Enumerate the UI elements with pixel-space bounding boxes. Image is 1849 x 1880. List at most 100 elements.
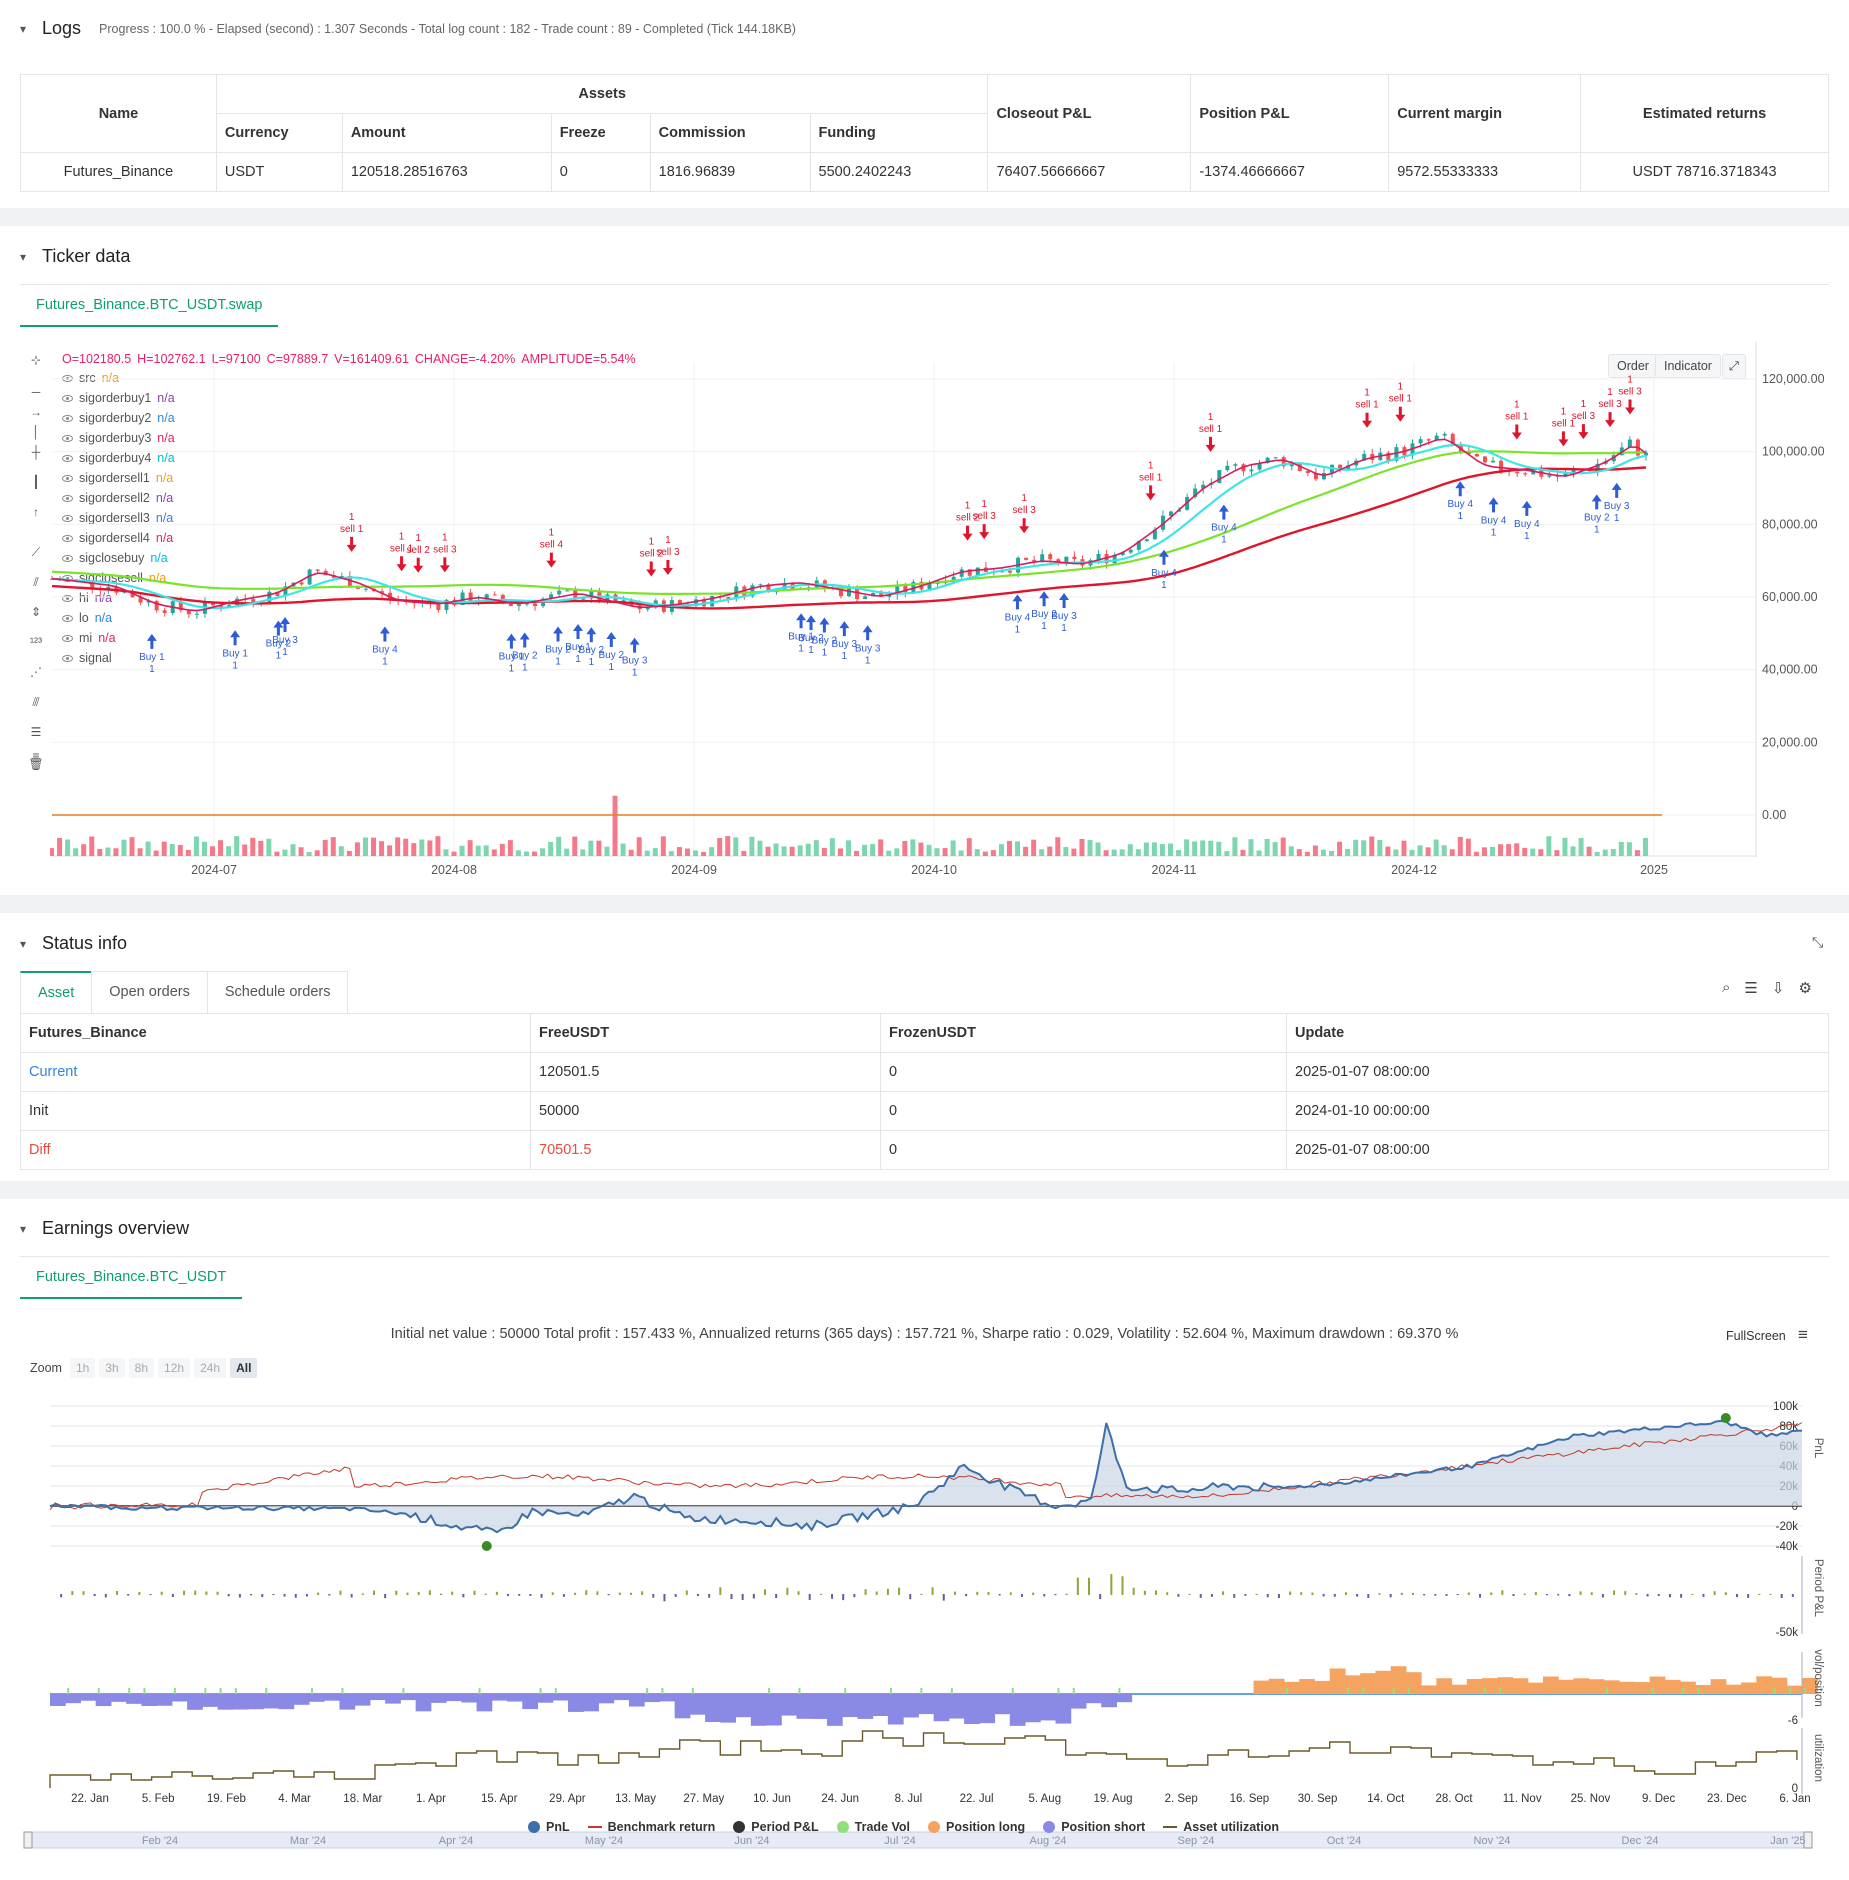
gann-icon[interactable]: ☰: [30, 725, 42, 739]
buy-arrow-icon: [796, 613, 807, 629]
trade-vol-bar: [554, 1688, 557, 1694]
legend-item-sigordersell1[interactable]: sigordersell1 n/a: [62, 470, 173, 486]
legend-item[interactable]: Asset utilization: [1163, 1820, 1279, 1834]
parallel-channel-icon[interactable]: ⫽: [33, 575, 39, 589]
vertical-segment-icon[interactable]: ┃: [32, 475, 40, 489]
chevron-down-icon[interactable]: ▾: [20, 21, 27, 36]
trend-line-icon[interactable]: ⟋: [31, 545, 41, 559]
candle: [146, 600, 151, 603]
eye-icon[interactable]: [62, 434, 73, 442]
legend-item-sigordersell2[interactable]: sigordersell2 n/a: [62, 490, 173, 506]
legend-item[interactable]: PnL: [528, 1820, 570, 1834]
tab-earnings-symbol[interactable]: Futures_Binance.BTC_USDT: [20, 1257, 243, 1299]
eye-icon[interactable]: [62, 474, 73, 482]
legend-item[interactable]: Period P&L: [733, 1820, 819, 1834]
status-header[interactable]: ▾ Status info: [20, 933, 127, 954]
volume-bar: [467, 840, 473, 856]
expand-icon[interactable]: ⤢: [1722, 354, 1747, 379]
arrow-up-icon[interactable]: ↑: [33, 505, 39, 519]
eye-icon[interactable]: [62, 514, 73, 522]
price-chart[interactable]: 120,000.00100,000.0080,000.0060,000.0040…: [50, 342, 1830, 882]
earnings-header[interactable]: ▾ Earnings overview: [20, 1218, 189, 1239]
ticker-header[interactable]: ▾ Ticker data: [20, 246, 130, 267]
candle: [162, 610, 167, 614]
ray-icon[interactable]: →: [30, 405, 42, 419]
buy-arrow-icon: [1611, 482, 1622, 498]
position-long-bar: [1314, 1680, 1331, 1694]
eye-icon[interactable]: [62, 534, 73, 542]
legend-item-sigorderbuy1[interactable]: sigorderbuy1 n/a: [62, 390, 175, 406]
tab-schedule-orders[interactable]: Schedule orders: [206, 971, 349, 1013]
search-icon[interactable]: ⌕: [1722, 979, 1731, 996]
horizontal-line-icon[interactable]: ─: [31, 385, 41, 399]
zoom-3h[interactable]: 3h: [99, 1358, 125, 1378]
measure-icon[interactable]: ≡: [32, 749, 40, 763]
cross-line-icon[interactable]: ┼: [31, 445, 41, 459]
zoom-1h[interactable]: 1h: [69, 1358, 96, 1378]
legend-item[interactable]: Position long: [928, 1820, 1025, 1834]
zoom-12h[interactable]: 12h: [158, 1358, 191, 1378]
zoom-8h[interactable]: 8h: [128, 1358, 155, 1378]
legend-item-sigclosebuy[interactable]: sigclosebuy n/a: [62, 550, 168, 566]
legend-item[interactable]: Position short: [1043, 1820, 1145, 1834]
legend-item-sigordersell3[interactable]: sigordersell3 n/a: [62, 510, 173, 526]
zoom-24h[interactable]: 24h: [194, 1358, 227, 1378]
legend-item-sigorderbuy3[interactable]: sigorderbuy3 n/a: [62, 430, 175, 446]
download-icon[interactable]: ⇩: [1771, 980, 1785, 997]
eye-icon[interactable]: [62, 454, 73, 462]
indicator-button[interactable]: Indicator: [1655, 354, 1721, 378]
eye-icon[interactable]: [62, 414, 73, 422]
legend-item-signal[interactable]: signal: [62, 650, 118, 666]
tab-ticker-symbol[interactable]: Futures_Binance.BTC_USDT.swap: [20, 285, 279, 327]
eye-icon[interactable]: [62, 374, 73, 382]
trash-icon[interactable]: 🗑: [28, 757, 44, 771]
order-button[interactable]: Order: [1608, 354, 1658, 378]
eye-icon[interactable]: [62, 594, 73, 602]
gear-icon[interactable]: ⚙: [1798, 980, 1812, 997]
earnings-chart[interactable]: 100k80k60k40k20k0-20k-40k-50k-60PnLPerio…: [0, 1388, 1849, 1850]
candle: [1482, 456, 1487, 463]
candle: [1289, 463, 1294, 467]
fib-icon[interactable]: ⋰: [30, 665, 42, 679]
eye-icon[interactable]: [62, 494, 73, 502]
vertical-line-icon[interactable]: │: [32, 425, 40, 439]
legend-item-mi[interactable]: mi n/a: [62, 630, 116, 646]
trade-vol-bar: [1484, 1688, 1487, 1694]
price-range-icon[interactable]: ⇕: [30, 605, 42, 619]
legend-item[interactable]: Trade Vol: [836, 1820, 910, 1834]
chevron-down-icon[interactable]: ▾: [20, 1221, 27, 1236]
volume-bar: [153, 850, 159, 856]
legend-item-hi[interactable]: hi n/a: [62, 590, 112, 606]
chevron-down-icon[interactable]: ▾: [20, 249, 27, 264]
legend-item-lo[interactable]: lo n/a: [62, 610, 112, 626]
volume-bar: [1345, 849, 1351, 856]
fib-channel-icon[interactable]: ⫻: [32, 695, 40, 709]
collapse-icon[interactable]: ⤡: [1812, 934, 1824, 950]
row-label[interactable]: Current: [20, 1052, 531, 1092]
legend-label: src: [79, 371, 96, 385]
chevron-down-icon[interactable]: ▾: [20, 936, 27, 951]
legend-item-sigorderbuy2[interactable]: sigorderbuy2 n/a: [62, 410, 175, 426]
tab-open-orders[interactable]: Open orders: [91, 971, 208, 1013]
legend-item-sigorderbuy4[interactable]: sigorderbuy4 n/a: [62, 450, 175, 466]
menu-icon[interactable]: ≡: [1798, 1325, 1808, 1344]
legend-item[interactable]: Benchmark return: [587, 1820, 715, 1834]
fullscreen-button[interactable]: FullScreen: [1726, 1329, 1786, 1343]
legend-item-sigordersell4[interactable]: sigordersell4 n/a: [62, 530, 173, 546]
logs-header[interactable]: ▾ Logs Progress : 100.0 % - Elapsed (sec…: [20, 18, 796, 39]
zoom-all[interactable]: All: [230, 1358, 258, 1378]
volume-bar: [451, 851, 457, 856]
volume-bar: [1079, 838, 1085, 856]
eye-icon[interactable]: [62, 394, 73, 402]
legend-item-src[interactable]: src n/a: [62, 370, 119, 386]
list-icon[interactable]: ☰: [1744, 980, 1758, 997]
counter-icon[interactable]: ¹²³: [30, 635, 42, 649]
eye-icon[interactable]: [62, 634, 73, 642]
tab-asset[interactable]: Asset: [20, 971, 93, 1013]
crosshair-icon[interactable]: ⊹: [30, 353, 42, 367]
eye-icon[interactable]: [62, 654, 73, 662]
eye-icon[interactable]: [62, 554, 73, 562]
eye-icon[interactable]: [62, 614, 73, 622]
period-bar: [663, 1594, 666, 1602]
period-bar: [1568, 1594, 1571, 1597]
